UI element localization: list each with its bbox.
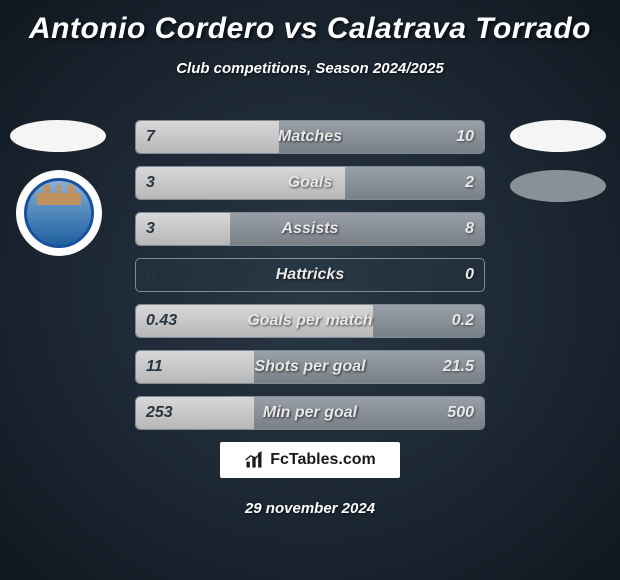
stat-value-right: 21.5 — [443, 351, 474, 383]
stat-row: 7Matches10 — [135, 120, 485, 154]
stat-label: Min per goal — [136, 397, 484, 429]
player-right-flag-placeholder — [510, 120, 606, 152]
stat-row: 3Goals2 — [135, 166, 485, 200]
left-badges — [10, 120, 110, 256]
stat-row: 0Hattricks0 — [135, 258, 485, 292]
stat-row: 3Assists8 — [135, 212, 485, 246]
stat-row: 11Shots per goal21.5 — [135, 350, 485, 384]
stat-label: Assists — [136, 213, 484, 245]
brand-text: FcTables.com — [270, 451, 376, 469]
page-subtitle: Club competitions, Season 2024/2025 — [0, 60, 620, 77]
page-title: Antonio Cordero vs Calatrava Torrado — [0, 0, 620, 46]
player-left-club-badge — [16, 170, 102, 256]
castle-icon — [37, 185, 81, 205]
stat-label: Goals per match — [136, 305, 484, 337]
malaga-badge-icon — [24, 178, 94, 248]
stat-value-right: 10 — [456, 121, 474, 153]
stat-label: Hattricks — [136, 259, 484, 291]
stats-table: 7Matches10 3Goals2 3Assists8 0Hattricks0 0.4… — [135, 120, 485, 442]
brand-box[interactable]: FcTables.com — [220, 442, 400, 478]
stat-label: Goals — [136, 167, 484, 199]
stat-value-right: 8 — [465, 213, 474, 245]
stat-label: Shots per goal — [136, 351, 484, 383]
stat-value-right: 2 — [465, 167, 474, 199]
footer-date: 29 november 2024 — [0, 500, 620, 517]
stat-row: 0.43Goals per match0.2 — [135, 304, 485, 338]
player-left-flag-placeholder — [10, 120, 106, 152]
stat-value-right: 500 — [447, 397, 474, 429]
right-badges — [510, 120, 610, 220]
stat-row: 253Min per goal500 — [135, 396, 485, 430]
bar-chart-icon — [244, 450, 264, 470]
stat-label: Matches — [136, 121, 484, 153]
stat-value-right: 0 — [465, 259, 474, 291]
player-right-club-placeholder — [510, 170, 606, 202]
stat-value-right: 0.2 — [452, 305, 474, 337]
